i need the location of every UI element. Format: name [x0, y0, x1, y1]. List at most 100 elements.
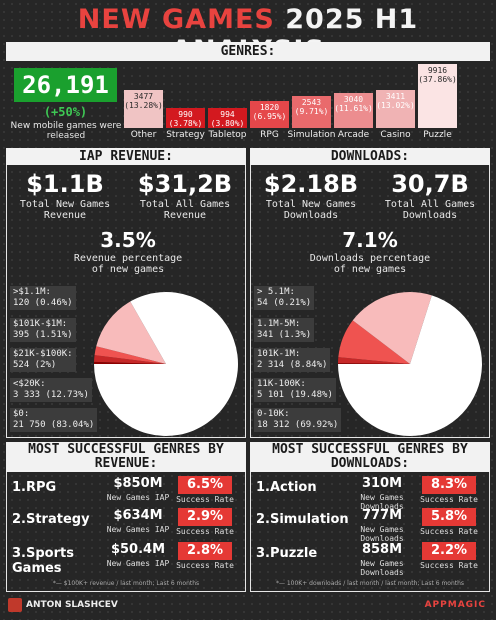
genre-bar-label: Arcade: [337, 130, 370, 140]
tier-label: >$1.1M:: [13, 287, 51, 297]
iap-percentage-label: Revenue percentage of new games: [73, 253, 183, 275]
revenue-footnote: *— $100K+ revenue / last month; Last 6 m…: [52, 580, 200, 587]
title-part-1: NEW GAMES: [77, 4, 275, 35]
genre-bar-value: 9916: [427, 66, 448, 75]
genre-row-rate-label: Success Rate: [420, 527, 478, 536]
genre-bar: 994 (3.80%): [208, 107, 247, 128]
tier-value: 54 (0.21%): [257, 298, 312, 308]
genre-bar: 3411 (13.02%): [376, 90, 415, 128]
tier-item: > 5.1M: 54 (0.21%): [254, 286, 315, 310]
genre-row-name: 3.Puzzle: [256, 546, 318, 561]
tier-value: 341 (1.3%): [257, 330, 312, 340]
tier-value: 524 (2%): [13, 360, 57, 370]
tier-item: 11K-100K: 5 101 (19.48%): [254, 378, 336, 402]
genre-bar: 3040 (11.61%): [334, 92, 373, 128]
iap-all-value: $31,2B: [137, 170, 233, 198]
tier-label: $0:: [13, 409, 30, 419]
genre-bar-share: (13.02%): [376, 101, 415, 111]
pie-slice: [94, 361, 166, 364]
genre-bar-value: 3411: [385, 92, 406, 102]
tier-item: $0: 21 750 (83.04%): [10, 408, 98, 432]
tier-label: 1.1M-5M:: [257, 319, 301, 329]
tier-item: 0-10K: 18 312 (69.92%): [254, 408, 342, 432]
downloads-all-label: Total All Games Downloads: [384, 199, 476, 221]
tier-value: 18 312 (69.92%): [257, 420, 339, 430]
genre-row-value: 858M: [361, 542, 403, 557]
tier-label: 0-10K:: [257, 409, 290, 419]
tier-value: 3 333 (12.73%): [13, 390, 89, 400]
genres-header: GENRES:: [6, 42, 490, 61]
iap-new-value: $1.1B: [26, 170, 104, 198]
genre-row-value: 310M: [361, 476, 403, 491]
genre-row-value: 777M: [361, 508, 403, 523]
tier-item: 101K-1M: 2 314 (8.84%): [254, 348, 331, 372]
tier-label: <$20K:: [13, 379, 46, 389]
tier-label: 101K-1M:: [257, 349, 301, 359]
genre-row-unit: New Games IAP: [106, 493, 170, 502]
genre-row-unit: New Games Downloads: [360, 525, 404, 543]
genre-row-name: 1.RPG: [12, 480, 57, 495]
avatar: [8, 598, 22, 612]
pie-slice: [338, 320, 410, 364]
genre-row-rate-label: Success Rate: [176, 561, 234, 570]
genre-row-name: 3.Sports Games: [12, 546, 74, 576]
pie-slice: [94, 355, 166, 364]
genre-row-value: $850M: [113, 476, 163, 491]
genre-row-unit: New Games IAP: [106, 525, 170, 534]
iap-new-label: Total New Games Revenue: [19, 199, 111, 221]
released-count: 26,191: [14, 68, 117, 102]
tier-item: >$1.1M: 120 (0.46%): [10, 286, 76, 310]
tier-item: <$20K: 3 333 (12.73%): [10, 378, 92, 402]
tier-item: $21K-$100K: 524 (2%): [10, 348, 76, 372]
downloads-new-label: Total New Games Downloads: [265, 199, 357, 221]
downloads-percentage: 7.1%: [342, 228, 398, 252]
genre-bar-label: Puzzle: [423, 130, 452, 140]
tier-item: $101K-$1M: 395 (1.51%): [10, 318, 76, 342]
downloads-percentage-label: Downloads percentage of new games: [309, 253, 431, 275]
genre-row-name: 2.Simulation: [256, 512, 349, 527]
genre-bar: 2543 (9.71%): [292, 95, 331, 128]
genre-row-rate: 2.8%: [178, 542, 232, 560]
genre-bar-label: RPG: [260, 130, 279, 140]
tier-value: 395 (1.51%): [13, 330, 73, 340]
genre-bar-label: Simulation: [287, 130, 336, 140]
author-name: ANTON SLASHCEV: [26, 600, 118, 610]
genre-bar-share: (3.80%): [210, 118, 245, 128]
genre-bar-value: 2543: [301, 97, 322, 107]
genre-row-rate-label: Success Rate: [420, 495, 478, 504]
genre-row-rate: 2.9%: [178, 508, 232, 526]
genre-bar-value: 1820: [259, 102, 280, 112]
downloads-new-value: $2.18B: [263, 170, 359, 198]
iap-pie-chart: [94, 292, 239, 436]
genre-row-value: $50.4M: [110, 542, 166, 557]
genre-bar-share: (11.61%): [334, 103, 373, 113]
tier-item: 1.1M-5M: 341 (1.3%): [254, 318, 315, 342]
genre-bar-label: Strategy: [166, 130, 205, 140]
genre-row-rate-label: Success Rate: [176, 495, 234, 504]
genre-bar-label: Tabletop: [208, 130, 247, 140]
genre-row-unit: New Games Downloads: [360, 559, 404, 577]
tier-label: > 5.1M:: [257, 287, 295, 297]
genre-bar-value: 994: [220, 109, 235, 119]
genre-row-name: 2.Strategy: [12, 512, 90, 527]
tier-value: 2 314 (8.84%): [257, 360, 328, 370]
genre-bar-share: (9.71%): [294, 106, 329, 116]
tier-label: $101K-$1M:: [13, 319, 68, 329]
genre-row-rate: 6.5%: [178, 476, 232, 494]
genre-bar: 1820 (6.95%): [250, 100, 289, 128]
genre-bar: 9916 (37.86%): [418, 64, 457, 128]
released-change: (+50%): [43, 105, 88, 119]
genre-bar-value: 3040: [343, 94, 364, 104]
pie-slice: [352, 292, 432, 364]
genre-bar-label: Other: [130, 130, 157, 140]
genre-row-rate: 5.8%: [422, 508, 476, 526]
genre-bar-value: 3477: [133, 92, 154, 102]
genre-bar-share: (6.95%): [252, 111, 287, 121]
pie-slice: [94, 346, 166, 364]
tier-value: 21 750 (83.04%): [13, 420, 95, 430]
genre-bar-share: (3.78%): [168, 118, 203, 128]
downloads-all-value: 30,7B: [391, 170, 469, 198]
pie-slice: [338, 363, 410, 364]
tier-value: 120 (0.46%): [13, 298, 73, 308]
brand-logo: APPMAGIC: [424, 600, 486, 610]
